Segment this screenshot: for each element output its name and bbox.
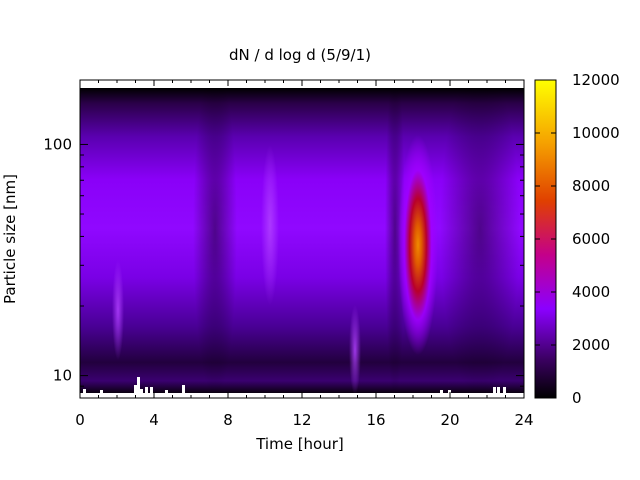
heatmap-plume bbox=[398, 135, 438, 355]
x-tick-label: 0 bbox=[75, 411, 85, 429]
colorbar-axis: 0 2000 4000 6000 8000 10000 12000 bbox=[535, 71, 620, 407]
missing-data-speck bbox=[145, 387, 148, 393]
heatmap-dark-band bbox=[193, 88, 237, 393]
missing-data-speck bbox=[165, 390, 168, 393]
colorbar-tick-label: 8000 bbox=[572, 177, 610, 195]
y-tick-label: 10 bbox=[53, 367, 72, 385]
missing-data-speck bbox=[497, 387, 500, 393]
missing-data-speck bbox=[150, 387, 153, 393]
y-axis-label: Particle size [nm] bbox=[1, 174, 19, 304]
heatmap-plot-area bbox=[80, 88, 524, 393]
x-tick-label: 16 bbox=[366, 411, 385, 429]
missing-data-speck bbox=[448, 390, 451, 393]
colorbar-tick-label: 2000 bbox=[572, 336, 610, 354]
missing-data-speck bbox=[503, 387, 506, 393]
heatmap-streak bbox=[261, 145, 279, 305]
heatmap-specks bbox=[83, 377, 506, 393]
missing-data-speck bbox=[100, 390, 103, 393]
colorbar-tick-label: 4000 bbox=[572, 283, 610, 301]
missing-data-speck bbox=[182, 385, 185, 393]
colorbar-tick-label: 12000 bbox=[572, 71, 620, 89]
missing-data-speck bbox=[83, 389, 86, 393]
missing-data-speck bbox=[134, 385, 137, 393]
x-tick-label: 12 bbox=[292, 411, 311, 429]
y-axis: 10 100 bbox=[43, 135, 524, 399]
colorbar-tick-label: 0 bbox=[572, 389, 582, 407]
missing-data-speck bbox=[137, 377, 140, 393]
heatmap-dark-band bbox=[440, 88, 520, 393]
x-axis-label: Time [hour] bbox=[255, 435, 344, 453]
heatmap-dark-band bbox=[385, 88, 405, 393]
missing-data-speck bbox=[440, 390, 443, 393]
missing-data-speck bbox=[140, 389, 143, 393]
x-tick-label: 20 bbox=[440, 411, 459, 429]
x-tick-label: 24 bbox=[514, 411, 533, 429]
heatmap-streak bbox=[349, 305, 361, 393]
chart-title: dN / d log d (5/9/1) bbox=[229, 46, 371, 64]
missing-data-speck bbox=[493, 387, 496, 393]
colorbar-tick-label: 10000 bbox=[572, 124, 620, 142]
x-tick-label: 4 bbox=[149, 411, 159, 429]
y-tick-label: 100 bbox=[43, 135, 72, 153]
x-axis: 0 4 8 12 16 20 24 bbox=[75, 80, 534, 429]
x-tick-label: 8 bbox=[223, 411, 233, 429]
heatmap-streak bbox=[112, 260, 124, 360]
colorbar-tick-label: 6000 bbox=[572, 230, 610, 248]
